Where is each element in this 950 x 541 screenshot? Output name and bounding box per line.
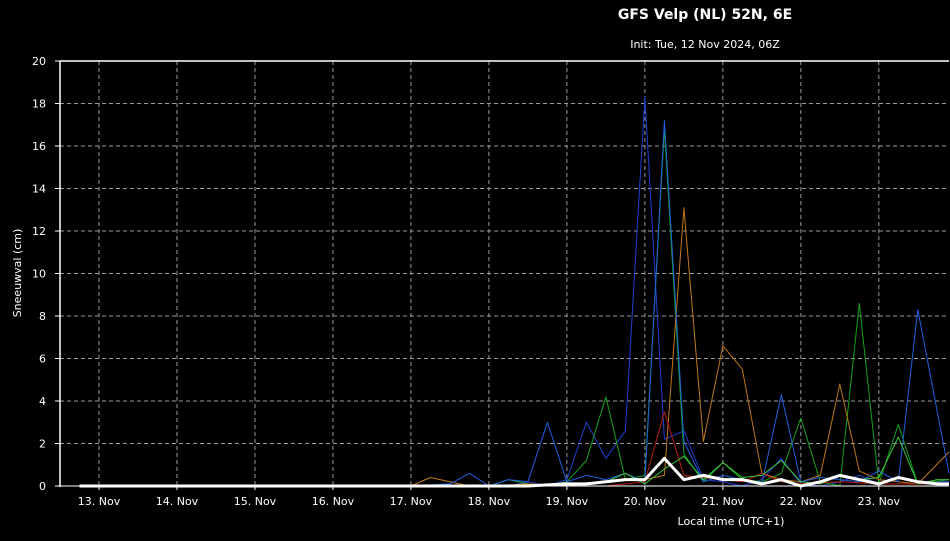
y-tick-label: 16 — [32, 140, 46, 153]
y-tick-label: 12 — [32, 225, 46, 238]
x-tick-label: 22. Nov — [780, 495, 823, 508]
x-tick-label: 18. Nov — [468, 495, 511, 508]
x-tick-label: 21. Nov — [702, 495, 745, 508]
x-tick-label: 17. Nov — [390, 495, 433, 508]
series-line-4 — [79, 120, 950, 487]
y-tick-label: 18 — [32, 98, 46, 111]
x-tick-label: 19. Nov — [546, 495, 589, 508]
y-tick-label: 10 — [32, 268, 46, 281]
y-tick-label: 14 — [32, 183, 46, 196]
y-tick-label: 0 — [39, 480, 46, 493]
chart-title: GFS Velp (NL) 52N, 6E — [618, 7, 792, 23]
x-axis-ticks: 13. Nov 14. Nov 15. Nov 16. Nov 17. Nov 18. N… — [78, 486, 901, 508]
x-tick-label: 16. Nov — [312, 495, 355, 508]
series-line-7 — [79, 456, 949, 488]
x-tick-label: 14. Nov — [156, 495, 199, 508]
x-axis-label: Local time (UTC+1) — [678, 515, 785, 528]
chart-subtitle: Init: Tue, 12 Nov 2024, 06Z — [630, 38, 780, 51]
x-tick-label: 13. Nov — [78, 495, 121, 508]
y-tick-label: 20 — [32, 55, 46, 68]
y-tick-label: 2 — [39, 438, 46, 451]
y-tick-label: 6 — [39, 353, 46, 366]
y-axis-ticks: 0 2 4 6 8 10 12 14 16 18 20 — [32, 55, 60, 493]
grid-lines — [60, 61, 949, 486]
series-line-1 — [79, 96, 949, 487]
y-axis-label: Sneeuwval (cm) — [11, 229, 24, 318]
x-tick-label: 23. Nov — [858, 495, 901, 508]
series-line-6 — [79, 436, 949, 487]
series-group — [79, 96, 950, 488]
y-tick-label: 4 — [39, 395, 46, 408]
x-tick-label: 15. Nov — [234, 495, 277, 508]
x-tick-label: 20. Nov — [624, 495, 667, 508]
y-tick-label: 8 — [39, 310, 46, 323]
